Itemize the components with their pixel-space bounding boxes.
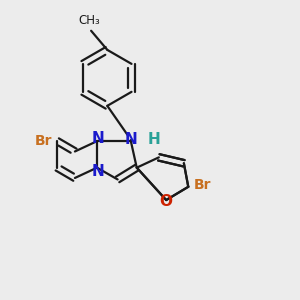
Text: Br: Br bbox=[194, 178, 211, 192]
Text: N: N bbox=[124, 132, 137, 147]
Text: CH₃: CH₃ bbox=[79, 14, 100, 27]
Text: H: H bbox=[148, 132, 161, 147]
Text: Br: Br bbox=[34, 134, 52, 148]
Text: O: O bbox=[160, 194, 173, 209]
Text: N: N bbox=[92, 164, 105, 179]
Text: N: N bbox=[92, 131, 105, 146]
